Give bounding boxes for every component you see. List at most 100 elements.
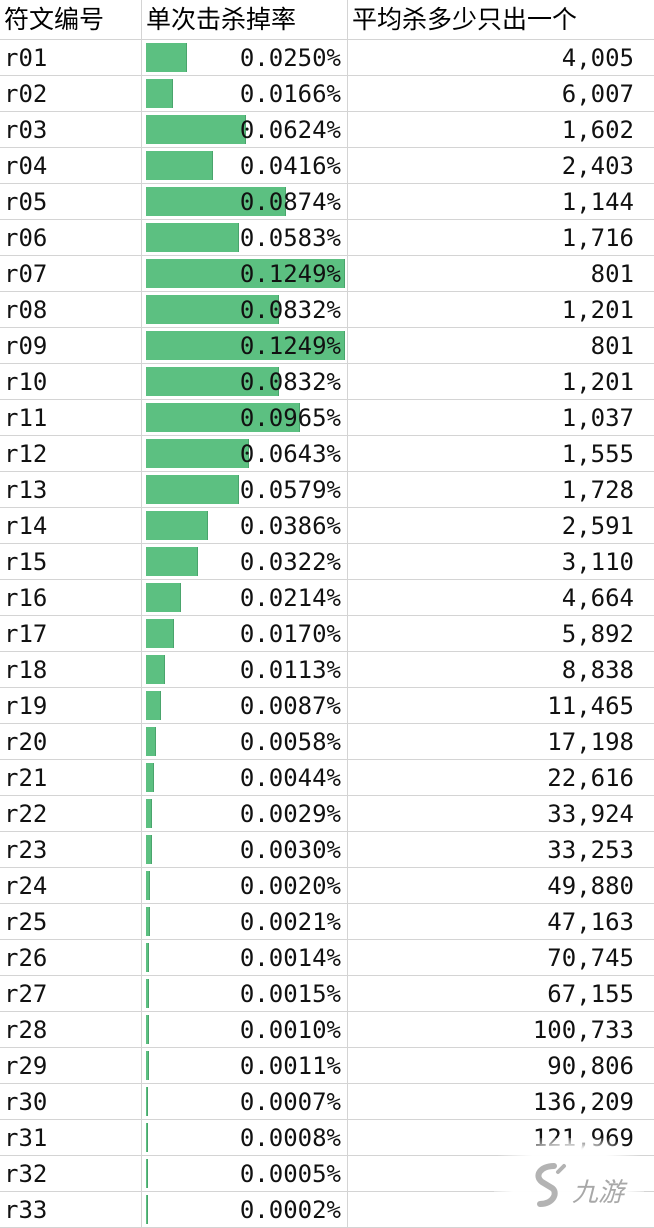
drop-rate-cell[interactable]: 0.0007% <box>142 1084 348 1119</box>
kills-per-drop-cell[interactable]: 1,037 <box>348 400 654 435</box>
kills-per-drop-cell[interactable]: 11,465 <box>348 688 654 723</box>
kills-per-drop-cell[interactable]: 801 <box>348 328 654 363</box>
kills-per-drop-cell[interactable]: 1,201 <box>348 364 654 399</box>
header-drop-rate[interactable]: 单次击杀掉率 <box>142 0 348 39</box>
kills-per-drop-cell[interactable]: 4,005 <box>348 40 654 75</box>
drop-rate-cell[interactable]: 0.0874% <box>142 184 348 219</box>
rune-id-cell[interactable]: r18 <box>0 652 142 687</box>
kills-per-drop-cell[interactable]: 2,591 <box>348 508 654 543</box>
kills-per-drop-cell[interactable]: 1,201 <box>348 292 654 327</box>
rune-id-cell[interactable]: r01 <box>0 40 142 75</box>
rune-id-cell[interactable]: r21 <box>0 760 142 795</box>
rune-id-cell[interactable]: r03 <box>0 112 142 147</box>
drop-rate-cell[interactable]: 0.0011% <box>142 1048 348 1083</box>
drop-rate-cell[interactable]: 0.0021% <box>142 904 348 939</box>
kills-per-drop-cell[interactable]: 801 <box>348 256 654 291</box>
drop-rate-cell[interactable]: 0.0416% <box>142 148 348 183</box>
rune-id-cell[interactable]: r32 <box>0 1156 142 1191</box>
kills-per-drop-cell[interactable]: 6,007 <box>348 76 654 111</box>
kills-per-drop-cell[interactable]: 33,253 <box>348 832 654 867</box>
kills-per-drop-cell[interactable]: 3,110 <box>348 544 654 579</box>
rune-id-cell[interactable]: r04 <box>0 148 142 183</box>
drop-rate-cell[interactable]: 0.0020% <box>142 868 348 903</box>
kills-per-drop-cell[interactable]: 121,969 <box>348 1120 654 1155</box>
drop-rate-cell[interactable]: 0.0058% <box>142 724 348 759</box>
drop-rate-cell[interactable]: 0.0029% <box>142 796 348 831</box>
kills-per-drop-cell[interactable]: 33,924 <box>348 796 654 831</box>
rune-id-cell[interactable]: r28 <box>0 1012 142 1047</box>
kills-per-drop-cell[interactable]: 136,209 <box>348 1084 654 1119</box>
rune-id-cell[interactable]: r07 <box>0 256 142 291</box>
kills-per-drop-cell[interactable]: 1,555 <box>348 436 654 471</box>
kills-per-drop-cell[interactable]: 4,664 <box>348 580 654 615</box>
kills-per-drop-cell[interactable]: 1,716 <box>348 220 654 255</box>
drop-rate-cell[interactable]: 0.0965% <box>142 400 348 435</box>
rune-id-cell[interactable]: r13 <box>0 472 142 507</box>
kills-per-drop-cell[interactable]: 2,403 <box>348 148 654 183</box>
kills-per-drop-cell[interactable]: 8,838 <box>348 652 654 687</box>
rune-id-cell[interactable]: r31 <box>0 1120 142 1155</box>
drop-rate-cell[interactable]: 0.0166% <box>142 76 348 111</box>
header-kills-per-drop[interactable]: 平均杀多少只出一个 <box>352 5 578 34</box>
kills-per-drop-cell[interactable]: 49,880 <box>348 868 654 903</box>
drop-rate-cell[interactable]: 0.0579% <box>142 472 348 507</box>
kills-per-drop-cell[interactable]: 67,155 <box>348 976 654 1011</box>
kills-per-drop-cell[interactable]: 90,806 <box>348 1048 654 1083</box>
drop-rate-cell[interactable]: 0.0113% <box>142 652 348 687</box>
drop-rate-cell[interactable]: 0.0044% <box>142 760 348 795</box>
drop-rate-cell[interactable]: 0.0832% <box>142 364 348 399</box>
rune-id-cell[interactable]: r15 <box>0 544 142 579</box>
rune-id-cell[interactable]: r19 <box>0 688 142 723</box>
rune-id-cell[interactable]: r27 <box>0 976 142 1011</box>
drop-rate-cell[interactable]: 0.0386% <box>142 508 348 543</box>
drop-rate-cell[interactable]: 0.0214% <box>142 580 348 615</box>
rune-id-cell[interactable]: r12 <box>0 436 142 471</box>
drop-rate-cell[interactable]: 0.0008% <box>142 1120 348 1155</box>
rune-id-cell[interactable]: r23 <box>0 832 142 867</box>
drop-rate-cell[interactable]: 0.0015% <box>142 976 348 1011</box>
drop-rate-cell[interactable]: 0.0583% <box>142 220 348 255</box>
drop-rate-cell[interactable]: 0.0170% <box>142 616 348 651</box>
kills-per-drop-cell[interactable]: 100,733 <box>348 1012 654 1047</box>
rune-id-cell[interactable]: r20 <box>0 724 142 759</box>
rune-id-cell[interactable]: r06 <box>0 220 142 255</box>
drop-rate-cell[interactable]: 0.0832% <box>142 292 348 327</box>
rune-id-cell[interactable]: r25 <box>0 904 142 939</box>
drop-rate-cell[interactable]: 0.0002% <box>142 1192 348 1227</box>
rune-id-cell[interactable]: r16 <box>0 580 142 615</box>
drop-rate-cell[interactable]: 0.1249% <box>142 256 348 291</box>
rune-id-cell[interactable]: r11 <box>0 400 142 435</box>
rune-id-cell[interactable]: r33 <box>0 1192 142 1227</box>
rune-id-cell[interactable]: r22 <box>0 796 142 831</box>
drop-rate-cell[interactable]: 0.0010% <box>142 1012 348 1047</box>
kills-per-drop-cell[interactable]: 1,144 <box>348 184 654 219</box>
kills-per-drop-cell[interactable]: 1,602 <box>348 112 654 147</box>
rune-id-cell[interactable]: r05 <box>0 184 142 219</box>
rune-id-cell[interactable]: r26 <box>0 940 142 975</box>
drop-rate-cell[interactable]: 0.0030% <box>142 832 348 867</box>
drop-rate-cell[interactable]: 0.0624% <box>142 112 348 147</box>
kills-per-drop-cell[interactable]: 70,745 <box>348 940 654 975</box>
drop-rate-cell[interactable]: 0.0005% <box>142 1156 348 1191</box>
rune-id-cell[interactable]: r30 <box>0 1084 142 1119</box>
header-rune-id[interactable]: 符文编号 <box>0 0 142 39</box>
kills-per-drop-cell[interactable]: 17,198 <box>348 724 654 759</box>
kills-per-drop-cell[interactable] <box>348 1192 654 1227</box>
drop-rate-cell[interactable]: 0.0087% <box>142 688 348 723</box>
kills-per-drop-cell[interactable]: 47,163 <box>348 904 654 939</box>
drop-rate-cell[interactable]: 0.0643% <box>142 436 348 471</box>
drop-rate-cell[interactable]: 0.0014% <box>142 940 348 975</box>
kills-per-drop-cell[interactable]: 5,892 <box>348 616 654 651</box>
drop-rate-cell[interactable]: 0.0250% <box>142 40 348 75</box>
rune-id-cell[interactable]: r24 <box>0 868 142 903</box>
kills-per-drop-cell[interactable]: 1,728 <box>348 472 654 507</box>
rune-id-cell[interactable]: r09 <box>0 328 142 363</box>
kills-per-drop-cell[interactable]: 22,616 <box>348 760 654 795</box>
drop-rate-cell[interactable]: 0.1249% <box>142 328 348 363</box>
rune-id-cell[interactable]: r14 <box>0 508 142 543</box>
rune-id-cell[interactable]: r02 <box>0 76 142 111</box>
drop-rate-cell[interactable]: 0.0322% <box>142 544 348 579</box>
kills-per-drop-cell[interactable] <box>348 1156 654 1191</box>
rune-id-cell[interactable]: r17 <box>0 616 142 651</box>
rune-id-cell[interactable]: r29 <box>0 1048 142 1083</box>
